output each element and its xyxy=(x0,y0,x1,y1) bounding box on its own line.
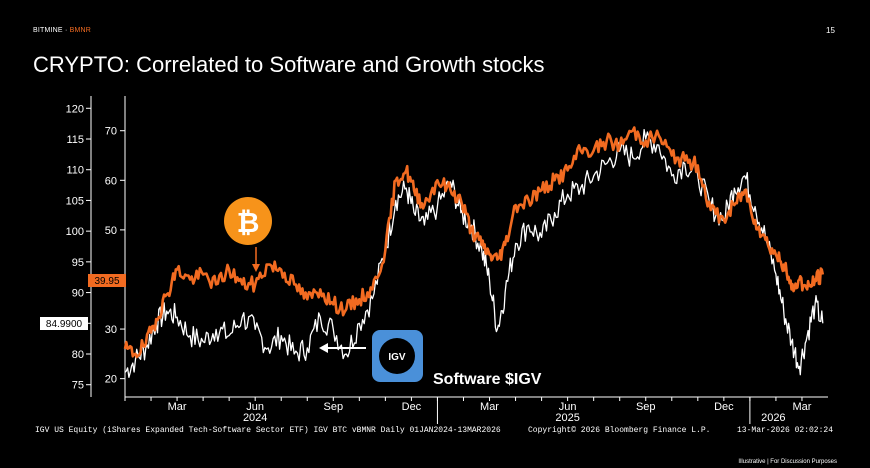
brand-main: BITMINE xyxy=(33,27,63,34)
bitcoin-annotation: ₿ xyxy=(224,197,272,272)
x-tick-label: Sep xyxy=(636,401,656,413)
x-tick-label: Mar xyxy=(168,401,187,413)
series-layer xyxy=(123,126,825,378)
right-tick-label: 70 xyxy=(105,126,117,138)
igv-last-value: 84.9900 xyxy=(46,319,83,330)
x-tick-label: Dec xyxy=(714,401,734,413)
left-tick-label: 110 xyxy=(66,165,84,177)
igv-last-value-tag: 84.9900 xyxy=(40,317,88,330)
right-tick-label: 60 xyxy=(105,175,117,187)
x-tick-label: Jun xyxy=(246,401,264,413)
left-tick-label: 90 xyxy=(72,288,84,300)
x-tick-label: Dec xyxy=(402,401,422,413)
igv-pointer-arrowhead xyxy=(319,343,328,353)
source-timestamp: 13-Mar-2026 02:02:24 xyxy=(737,426,833,435)
page-title: CRYPTO: Correlated to Software and Growt… xyxy=(33,52,545,77)
igv-icon-text: IGV xyxy=(388,352,406,363)
year-label: 2025 xyxy=(555,412,579,424)
bitcoin-symbol: ₿ xyxy=(237,206,260,239)
year-label: 2024 xyxy=(243,412,267,424)
x-tick-label: Jun xyxy=(559,401,577,413)
bitcoin-pointer-arrowhead xyxy=(252,264,260,272)
x-axis: Mar Jun Sep Dec Mar Jun Sep Dec Mar 2024 2025 2026 xyxy=(124,397,812,424)
footer-text: Illustrative | For Discussion Purposes xyxy=(738,459,837,465)
left-tick-label: 95 xyxy=(72,257,84,269)
footer: Illustrative | For Discussion Purposes xyxy=(0,459,870,465)
right-tick-label: 20 xyxy=(105,374,117,386)
left-axis: 7580859095100105110115120 xyxy=(66,103,91,392)
brand-sub: BMNR xyxy=(69,27,92,34)
right-tick-label: 30 xyxy=(105,324,117,336)
x-tick-label: Sep xyxy=(324,401,344,413)
source-description: IGV US Equity (iShares Expanded Tech-Sof… xyxy=(35,426,501,435)
x-tick-label: Mar xyxy=(480,401,499,413)
right-tick-label: 50 xyxy=(105,225,117,237)
page-number: 15 xyxy=(826,26,835,35)
left-tick-label: 115 xyxy=(66,134,84,146)
left-tick-label: 75 xyxy=(72,380,84,392)
left-tick-label: 105 xyxy=(66,195,84,207)
bitcoin-icon xyxy=(224,197,272,245)
btc-series-line xyxy=(123,126,825,359)
plot-frame xyxy=(90,96,828,398)
x-tick-label: Mar xyxy=(792,401,811,413)
igv-annotation: IGV Software $IGV xyxy=(319,330,542,388)
right-axis: 203040506070 xyxy=(105,126,125,386)
software-igv-label: Software $IGV xyxy=(433,371,542,388)
brand-label: BITMINE · BMNR xyxy=(33,27,91,34)
igv-series-line xyxy=(124,128,824,378)
left-tick-label: 120 xyxy=(66,103,84,115)
year-label: 2026 xyxy=(761,412,785,424)
igv-icon-circle xyxy=(379,338,415,374)
left-tick-label: 100 xyxy=(66,226,84,238)
source-copyright: Copyright© 2026 Bloomberg Finance L.P. xyxy=(528,426,710,435)
btc-last-value: 39.95 xyxy=(94,276,119,287)
btc-last-value-tag: 39.95 xyxy=(88,274,126,287)
brand-separator: · xyxy=(62,27,70,34)
left-tick-label: 80 xyxy=(72,349,84,361)
